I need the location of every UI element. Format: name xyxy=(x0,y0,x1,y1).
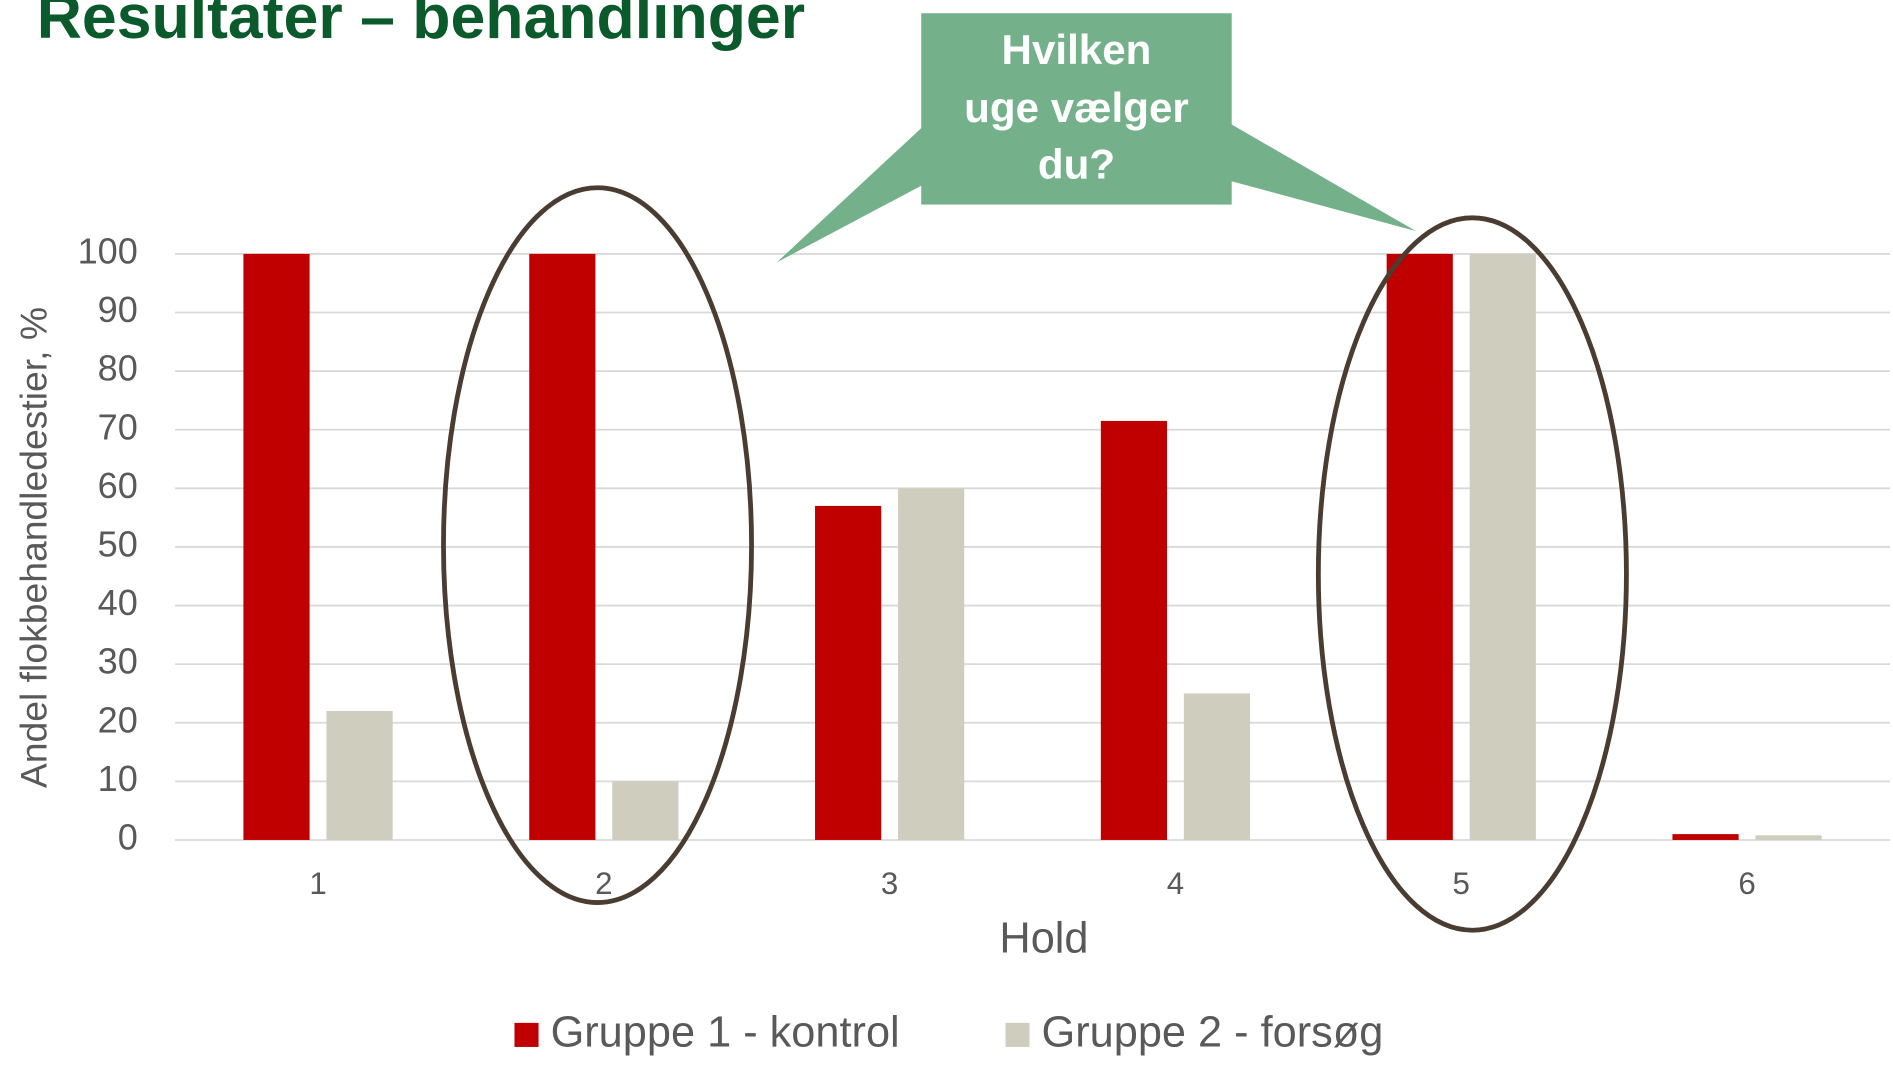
bar xyxy=(815,505,882,840)
y-tick-label: 80 xyxy=(98,348,138,389)
bar xyxy=(1469,253,1536,840)
callout-pointer xyxy=(1206,120,1416,232)
legend-swatch xyxy=(1005,1022,1030,1047)
bar xyxy=(1755,835,1822,840)
y-tick-label: 60 xyxy=(98,465,138,506)
y-tick-label: 100 xyxy=(78,230,138,271)
y-tick-label: 30 xyxy=(98,641,138,682)
x-tick-label: 6 xyxy=(1738,866,1755,901)
bar xyxy=(529,253,596,840)
y-tick-label: 70 xyxy=(98,406,138,447)
callout-text: Hvilken xyxy=(1002,26,1152,73)
x-axis-label: Hold xyxy=(999,914,1088,962)
bar xyxy=(1100,420,1168,840)
highlight-ellipse xyxy=(1315,215,1629,933)
callout-text: uge vælger xyxy=(964,84,1189,131)
callout-text: du? xyxy=(1038,140,1115,187)
bar xyxy=(1386,253,1453,840)
x-tick-label: 3 xyxy=(881,866,898,901)
y-tick-label: 0 xyxy=(118,816,138,857)
y-tick-label: 40 xyxy=(98,582,138,623)
x-tick-label: 1 xyxy=(309,866,326,901)
y-tick-label: 20 xyxy=(98,699,138,740)
y-tick-label: 50 xyxy=(98,523,138,564)
plot-area: 0 10 20 30 40 50 60 70 80 90 100 1 2 3 4 5 6 Gruppe 1 - k… xyxy=(78,230,1890,1056)
x-tick-label: 5 xyxy=(1453,866,1470,901)
legend-swatch xyxy=(514,1022,539,1047)
x-tick-label: 4 xyxy=(1167,866,1184,901)
slide-title: Resultater – behandlinger xyxy=(37,0,805,52)
highlight-ellipse xyxy=(441,185,754,905)
bar xyxy=(1672,834,1739,840)
bar xyxy=(243,253,310,840)
y-axis-label: Andel flokbehandledestier, % xyxy=(13,307,55,788)
legend-label: Gruppe 2 - forsøg xyxy=(1042,1008,1384,1056)
callout-pointer xyxy=(776,120,954,263)
bar xyxy=(326,711,393,840)
y-tick-label: 10 xyxy=(98,758,138,799)
bar xyxy=(898,488,965,840)
y-tick-label: 90 xyxy=(98,289,138,330)
x-tick-label: 2 xyxy=(595,866,612,901)
bar xyxy=(1183,693,1251,840)
bar xyxy=(612,781,679,840)
callout: Hvilken uge vælger du? xyxy=(776,13,1416,263)
legend-label: Gruppe 1 - kontrol xyxy=(551,1008,900,1056)
callout-box xyxy=(921,13,1232,205)
